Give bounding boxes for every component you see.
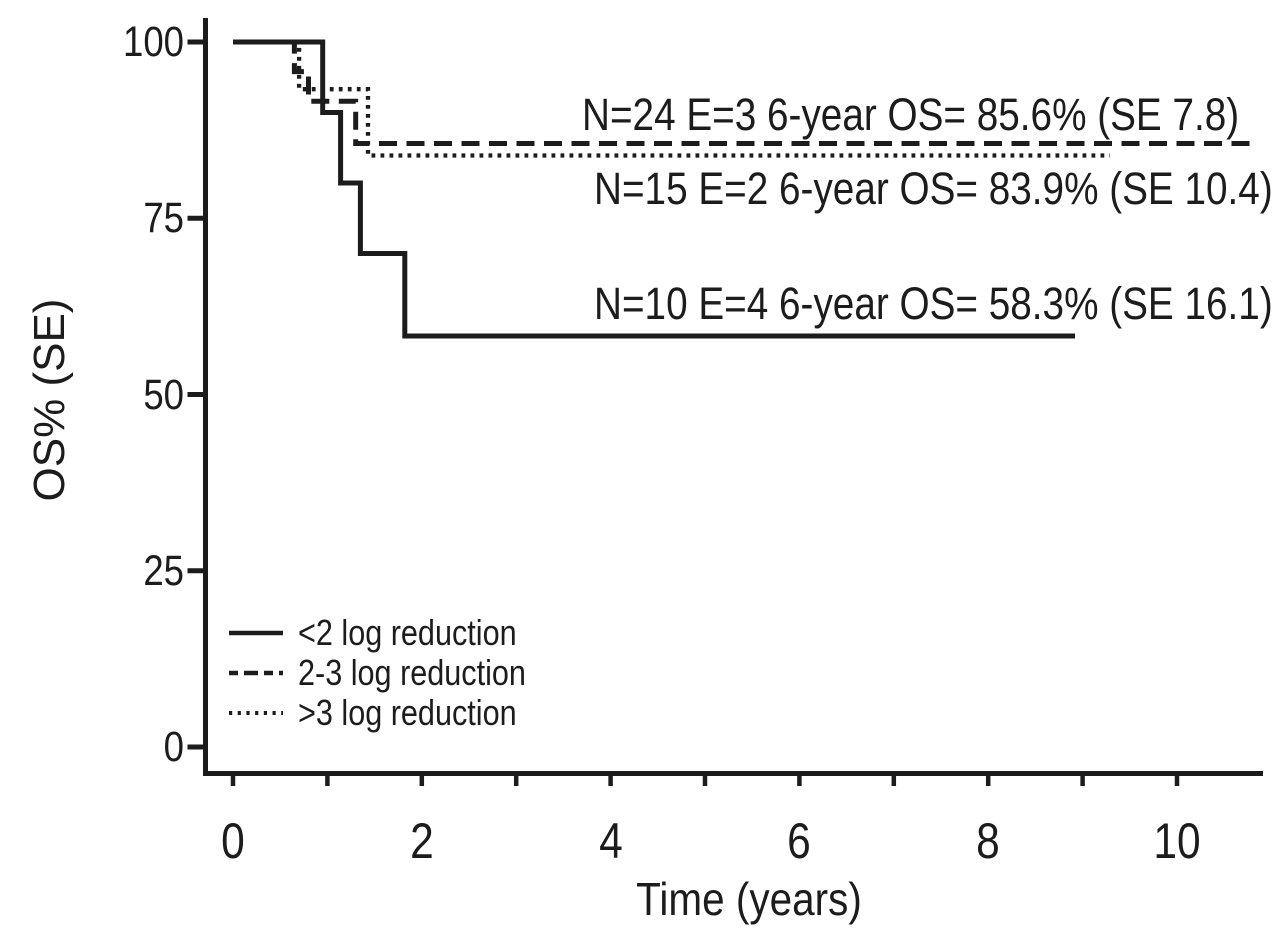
- annotation-dotted-series: N=15 E=2 6-year OS= 83.9% (SE 10.4): [594, 163, 1273, 214]
- y-tick-label-75: 75: [143, 194, 184, 243]
- legend-item-lt2-log: <2 log reduction: [228, 613, 566, 653]
- y-axis-title: OS% (SE): [25, 298, 74, 502]
- x-tick-label-6: 6: [787, 813, 812, 869]
- x-tick-label-0: 0: [221, 813, 245, 869]
- legend-item-gt3-log: >3 log reduction: [228, 693, 566, 733]
- y-tick-label-50: 50: [143, 370, 184, 419]
- legend-line-dotted-icon: [229, 711, 283, 715]
- legend-item-2-3-log: 2-3 log reduction: [228, 653, 566, 693]
- annotation-solid-series: N=10 E=4 6-year OS= 58.3% (SE 16.1): [594, 278, 1273, 329]
- km-curve-dashed: [233, 39, 1250, 146]
- x-tick-label-2: 2: [409, 813, 434, 869]
- x-axis-title: Time (years): [636, 873, 862, 925]
- legend-label: >3 log reduction: [298, 692, 517, 733]
- y-tick-label-0: 0: [163, 723, 184, 771]
- legend-label: <2 log reduction: [298, 612, 517, 653]
- km-curve-solid: [233, 39, 1075, 339]
- x-tick-label-4: 4: [598, 813, 623, 869]
- legend-label: 2-3 log reduction: [298, 652, 526, 693]
- y-tick-label-25: 25: [143, 546, 184, 595]
- x-tick-label-8: 8: [976, 813, 1001, 869]
- legend: <2 log reduction 2-3 log reduction >3 lo…: [228, 613, 566, 733]
- x-tick-label-10: 10: [1153, 813, 1201, 869]
- annotation-dashed-series: N=24 E=3 6-year OS= 85.6% (SE 7.8): [582, 89, 1240, 140]
- legend-line-solid-icon: [229, 630, 283, 636]
- y-tick-label-100: 100: [123, 18, 184, 66]
- legend-line-dashed-icon: [229, 670, 283, 676]
